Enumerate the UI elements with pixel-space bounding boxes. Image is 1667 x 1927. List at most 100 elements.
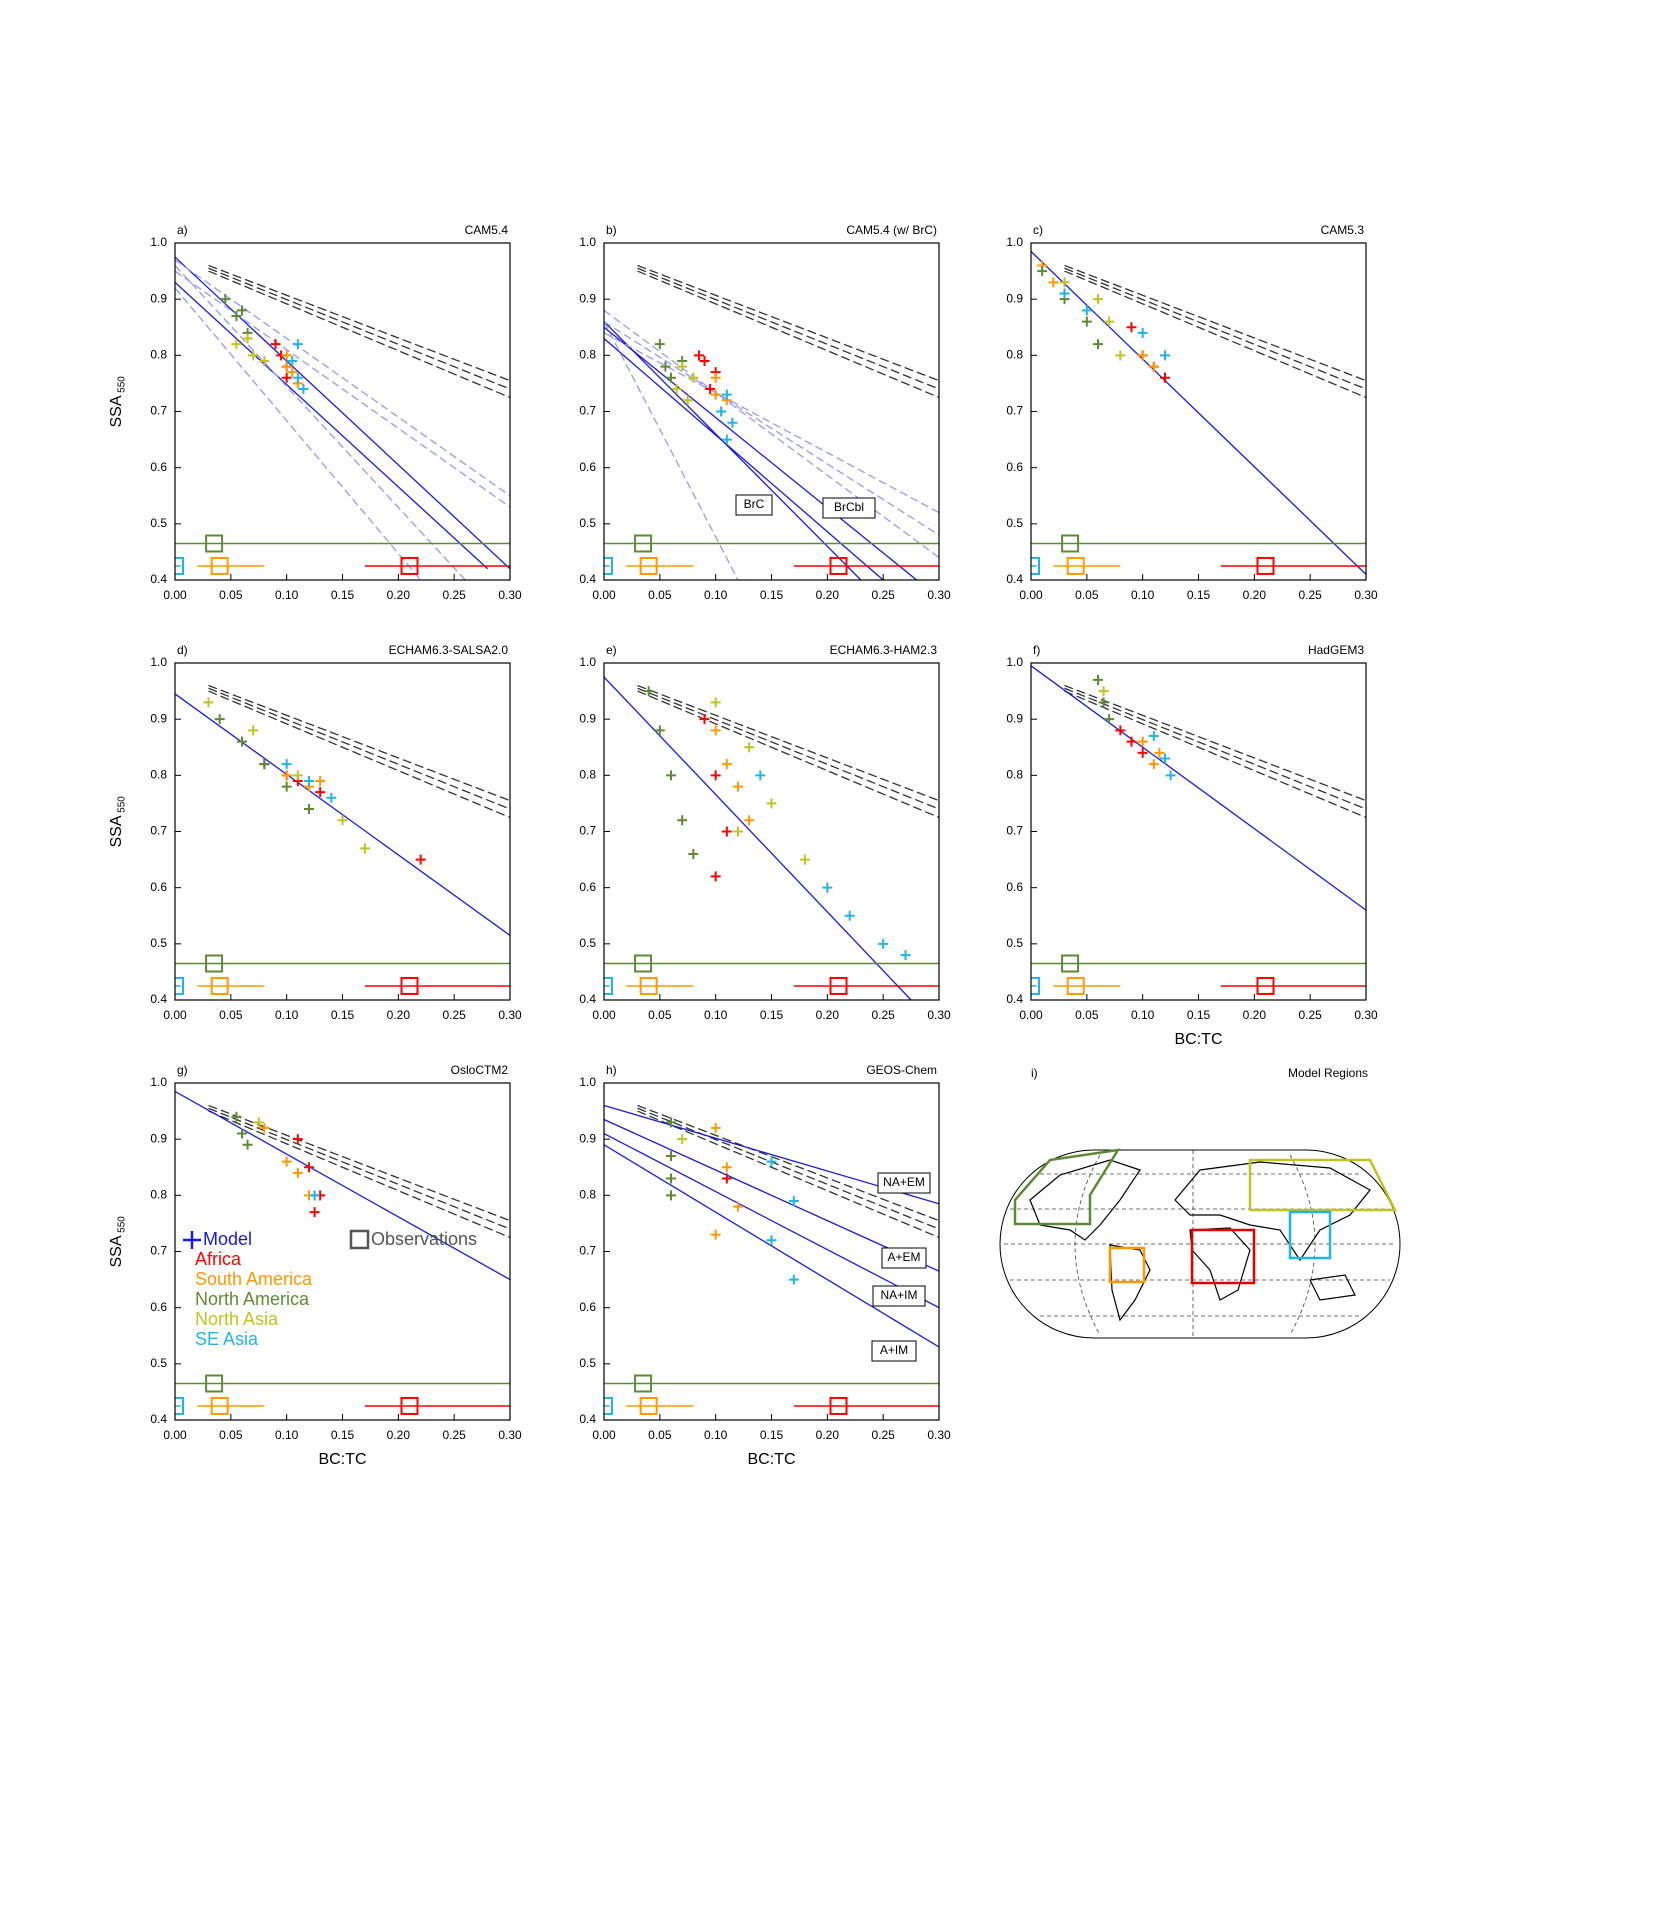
model-line — [604, 321, 739, 580]
point — [281, 781, 292, 792]
y-tick-label: 1.0 — [1006, 235, 1023, 249]
reference-line — [208, 264, 510, 382]
point — [415, 854, 426, 865]
point — [315, 775, 326, 786]
legend-observations-marker — [349, 1229, 370, 1250]
point — [304, 1162, 314, 1173]
x-tick-label: 0.25 — [871, 1008, 895, 1022]
point — [1126, 736, 1137, 747]
x-tick-label: 0.10 — [275, 1428, 299, 1442]
y-tick-label: 0.5 — [1006, 516, 1023, 530]
panel-title: GEOS-Chem — [866, 1063, 937, 1077]
point — [281, 1156, 292, 1167]
y-tick-label: 0.6 — [150, 880, 167, 894]
reference-line — [1064, 684, 1366, 802]
observation — [210, 556, 229, 575]
x-tick-label: 0.25 — [442, 1428, 466, 1442]
y-tick-label: 0.8 — [579, 768, 596, 782]
point — [721, 389, 732, 400]
x-tick-label: 0.25 — [442, 588, 466, 602]
point — [721, 759, 732, 770]
y-tick-label: 0.6 — [579, 460, 596, 474]
panel-title: CAM5.4 (w/ BrC) — [846, 223, 937, 237]
plot-frame — [603, 662, 940, 1001]
x-tick-label: 0.15 — [760, 588, 784, 602]
point — [721, 1173, 732, 1184]
observation — [210, 1396, 229, 1415]
observation — [400, 1396, 419, 1415]
x-tick-label: 0.05 — [1075, 588, 1099, 602]
x-tick-label: 0.05 — [648, 1428, 672, 1442]
model-line — [604, 1144, 939, 1348]
y-tick-label: 0.8 — [150, 768, 167, 782]
annotation: BrCbl — [834, 500, 864, 514]
point — [326, 792, 337, 803]
point — [666, 1117, 676, 1128]
legend-entry: North America — [195, 1289, 310, 1309]
point — [1160, 753, 1170, 764]
point — [766, 1156, 777, 1167]
reference-line — [1064, 264, 1366, 382]
reference-line — [1064, 267, 1366, 390]
point — [688, 372, 699, 383]
point — [677, 815, 688, 826]
y-tick-label: 0.7 — [1006, 824, 1023, 838]
y-tick-label: 0.6 — [150, 460, 167, 474]
observation — [639, 976, 658, 995]
x-tick-label: 0.10 — [704, 1008, 728, 1022]
observation — [400, 556, 419, 575]
y-tick-label: 0.4 — [150, 572, 167, 586]
point — [287, 355, 298, 366]
point — [1137, 327, 1148, 338]
point — [688, 848, 699, 859]
x-tick-label: 0.10 — [1131, 1008, 1155, 1022]
y-axis-title: SSA — [108, 815, 125, 847]
point — [237, 305, 247, 316]
point — [878, 938, 889, 949]
point — [822, 882, 833, 893]
point — [1115, 350, 1126, 361]
y-tick-label: 0.7 — [150, 1244, 167, 1258]
observation — [210, 976, 229, 995]
legend-entry: North Asia — [195, 1309, 279, 1329]
observation — [639, 556, 658, 575]
x-tick-label: 0.20 — [387, 588, 411, 602]
point — [309, 1190, 320, 1201]
panel-label: h) — [606, 1063, 617, 1077]
y-tick-label: 0.9 — [150, 711, 167, 725]
model-line — [604, 676, 912, 1000]
y-tick-label: 0.7 — [1006, 404, 1023, 418]
x-tick-label: 0.30 — [927, 588, 951, 602]
y-tick-label: 1.0 — [579, 1075, 596, 1089]
y-tick-label: 0.5 — [579, 1356, 596, 1370]
reference-line — [208, 1104, 510, 1222]
observation — [639, 1396, 658, 1415]
region-africa — [1190, 1228, 1256, 1285]
x-tick-label: 0.15 — [331, 1008, 355, 1022]
point — [710, 770, 721, 781]
y-axis-subscript: 550 — [117, 1216, 128, 1233]
x-tick-label: 0.30 — [1354, 1008, 1378, 1022]
reference-line — [208, 687, 510, 810]
y-tick-label: 0.7 — [150, 404, 167, 418]
observation — [400, 976, 419, 995]
observation — [175, 556, 184, 575]
annotation-box — [881, 1247, 927, 1269]
map-coastlines — [1029, 1159, 1371, 1322]
point — [744, 742, 755, 753]
model-line — [604, 337, 884, 580]
plot-frame — [174, 662, 511, 1001]
reference-line — [637, 687, 939, 810]
model-line — [604, 1118, 939, 1272]
point — [242, 333, 253, 344]
x-tick-label: 0.15 — [331, 1428, 355, 1442]
point — [304, 804, 314, 815]
point — [1104, 316, 1115, 327]
point — [259, 1122, 270, 1133]
point — [214, 714, 225, 725]
point — [1104, 714, 1115, 725]
annotation: NA+EM — [883, 1175, 925, 1189]
point — [654, 725, 665, 736]
annotation-box — [877, 1172, 931, 1194]
